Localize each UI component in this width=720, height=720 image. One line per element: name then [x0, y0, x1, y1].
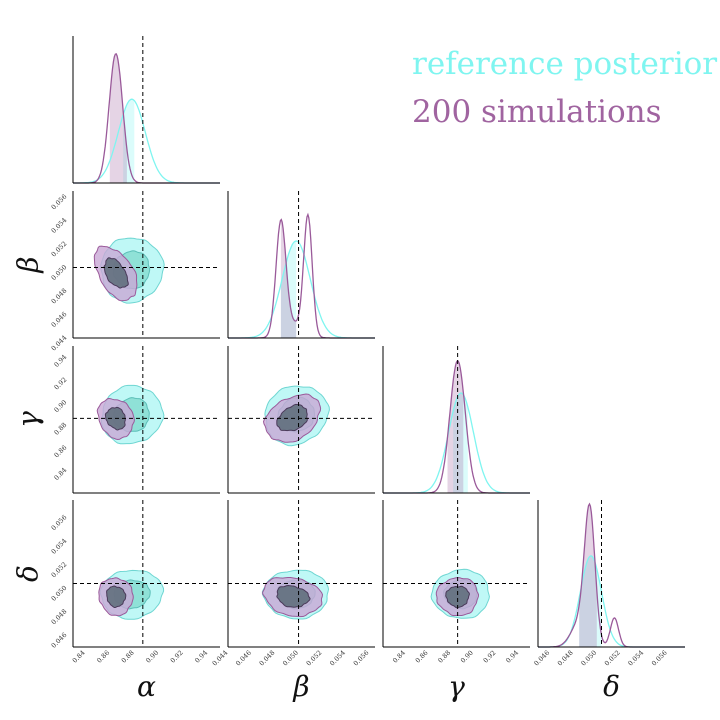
x-tick-β-0.052: 0.052: [305, 649, 324, 668]
x-tick-δ-0.052: 0.052: [603, 649, 622, 668]
legend-item-reference-posterior: reference posterior: [412, 46, 718, 82]
y-tick-δ-0.048: 0.048: [50, 607, 69, 626]
x-tick-γ-0.88: 0.88: [436, 649, 452, 665]
x-tick-γ-0.84: 0.84: [391, 649, 407, 665]
y-tick-δ-0.046: 0.046: [50, 631, 69, 650]
density-curve-simulations-0: [73, 52, 220, 184]
y-tick-β-0.048: 0.048: [50, 287, 69, 306]
density-curve-simulations-3: [538, 502, 685, 648]
x-tick-β-0.054: 0.054: [328, 649, 347, 668]
panel-δ-α-simulations-inner: [106, 585, 127, 608]
ylabel-γ: γ: [12, 411, 45, 428]
x-tick-α-0.84: 0.84: [71, 649, 87, 665]
x-tick-α-0.92: 0.92: [169, 649, 185, 665]
y-tick-β-0.046: 0.046: [50, 310, 69, 329]
x-tick-γ-0.94: 0.94: [504, 649, 520, 665]
x-tick-β-0.048: 0.048: [258, 649, 277, 668]
y-tick-γ-0.90: 0.90: [53, 398, 69, 414]
x-tick-γ-0.92: 0.92: [482, 649, 498, 665]
x-tick-β-0.050: 0.050: [281, 649, 300, 668]
x-tick-γ-0.86: 0.86: [414, 649, 430, 665]
legend-item-200-simulations: 200 simulations: [412, 94, 662, 130]
x-tick-α-0.94: 0.94: [193, 649, 209, 665]
y-tick-γ-0.94: 0.94: [53, 353, 69, 369]
panel-δ-γ-simulations-inner: [445, 585, 470, 609]
y-tick-γ-0.88: 0.88: [53, 421, 69, 437]
y-tick-β-0.050: 0.050: [50, 263, 69, 282]
x-tick-α-0.88: 0.88: [120, 649, 136, 665]
y-tick-γ-0.84: 0.84: [53, 466, 69, 482]
xlabel-α: α: [137, 670, 156, 703]
x-tick-δ-0.056: 0.056: [650, 649, 669, 668]
credible-band-simulations-0: [109, 53, 127, 184]
x-tick-δ-0.048: 0.048: [556, 649, 575, 668]
panel-γ-β-simulations-inner: [276, 403, 308, 432]
y-tick-δ-0.054: 0.054: [50, 537, 69, 556]
x-tick-γ-0.90: 0.90: [459, 649, 475, 665]
x-tick-β-0.044: 0.044: [211, 649, 230, 668]
x-tick-α-0.86: 0.86: [95, 649, 111, 665]
credible-band-simulations-3: [579, 504, 597, 647]
xlabel-δ: δ: [603, 670, 620, 703]
y-tick-γ-0.86: 0.86: [53, 444, 69, 460]
y-tick-β-0.052: 0.052: [50, 240, 69, 259]
y-tick-β-0.044: 0.044: [50, 334, 69, 353]
xlabel-γ: γ: [448, 670, 465, 703]
x-tick-β-0.046: 0.046: [234, 649, 253, 668]
ylabel-δ: δ: [12, 565, 45, 582]
density-curve-simulations-1: [228, 212, 375, 339]
x-tick-δ-0.050: 0.050: [579, 649, 598, 668]
y-tick-γ-0.92: 0.92: [53, 376, 69, 392]
x-tick-α-0.90: 0.90: [144, 649, 160, 665]
xlabel-β: β: [292, 670, 309, 703]
y-tick-β-0.054: 0.054: [50, 216, 69, 235]
x-tick-β-0.056: 0.056: [352, 649, 371, 668]
x-tick-δ-0.054: 0.054: [626, 649, 645, 668]
y-tick-δ-0.056: 0.056: [50, 513, 69, 532]
credible-band-reference-2: [453, 393, 468, 493]
y-tick-δ-0.052: 0.052: [50, 560, 69, 579]
y-tick-β-0.056: 0.056: [50, 193, 69, 212]
x-tick-δ-0.046: 0.046: [532, 649, 551, 668]
ylabel-β: β: [12, 256, 45, 273]
y-tick-δ-0.050: 0.050: [50, 584, 69, 603]
density-curve-reference-0: [73, 98, 220, 184]
credible-band-reference-0: [123, 99, 135, 183]
legend: reference posterior 200 simulations: [412, 40, 717, 136]
density-curve-reference-3: [538, 555, 685, 648]
panel-β-α-simulations-inner: [103, 257, 129, 289]
